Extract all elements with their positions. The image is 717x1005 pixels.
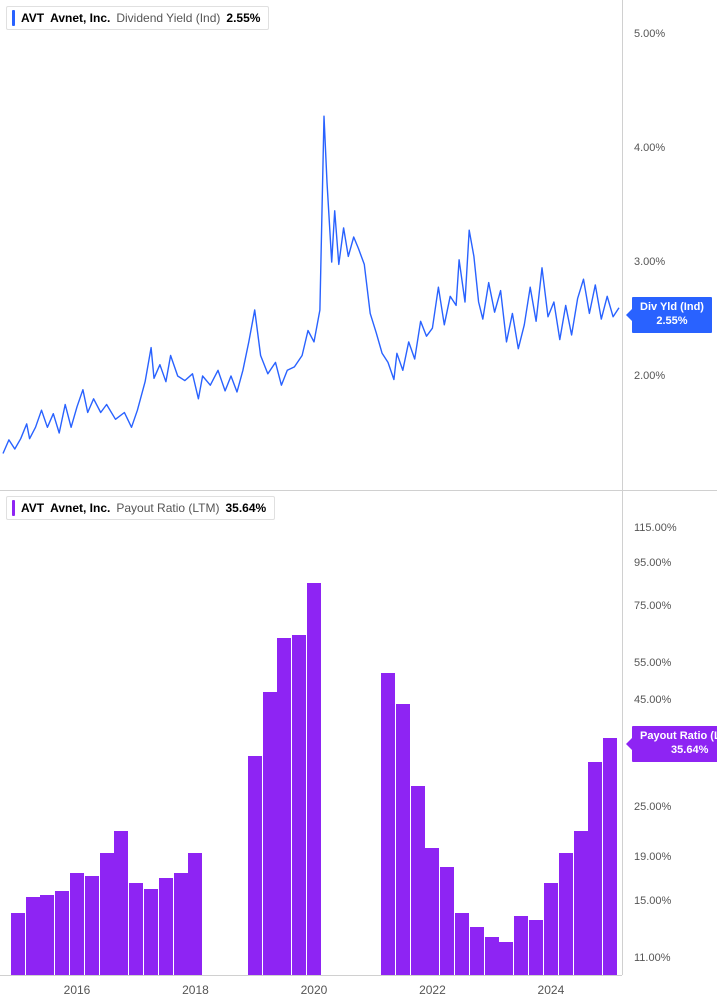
bar[interactable] — [85, 876, 99, 975]
y-tick: 75.00% — [634, 600, 671, 612]
bar[interactable] — [381, 673, 395, 975]
y-tick: 115.00% — [634, 522, 677, 534]
y-tick: 45.00% — [634, 694, 671, 706]
payout-ratio-panel: AVT Avnet, Inc. Payout Ratio (LTM) 35.64… — [0, 490, 717, 1005]
legend-ticker: AVT — [21, 11, 44, 25]
x-tick: 2024 — [538, 983, 565, 997]
x-tick: 2020 — [301, 983, 328, 997]
bar[interactable] — [499, 942, 513, 975]
x-tick: 2018 — [182, 983, 209, 997]
bar[interactable] — [588, 762, 602, 975]
y-tick: 4.00% — [634, 142, 665, 154]
bar[interactable] — [603, 738, 617, 975]
bar[interactable] — [159, 878, 173, 975]
bar[interactable] — [188, 853, 202, 975]
bar[interactable] — [396, 704, 410, 975]
bar[interactable] — [144, 889, 158, 975]
bar[interactable] — [129, 883, 143, 975]
y-tick: 55.00% — [634, 657, 671, 669]
bar[interactable] — [411, 786, 425, 975]
y-tick: 5.00% — [634, 28, 665, 40]
bar[interactable] — [70, 873, 84, 975]
y-tick: 2.00% — [634, 370, 665, 382]
bar[interactable] — [277, 638, 291, 975]
bar[interactable] — [174, 873, 188, 975]
legend-bottom[interactable]: AVT Avnet, Inc. Payout Ratio (LTM) 35.64… — [6, 496, 275, 520]
legend-value: 2.55% — [226, 11, 260, 25]
value-badge-payout: Payout Ratio (LTM) 35.64% — [632, 726, 717, 762]
bar[interactable] — [263, 692, 277, 975]
bar[interactable] — [559, 853, 573, 975]
y-tick: 15.00% — [634, 895, 671, 907]
bar[interactable] — [40, 895, 54, 975]
legend-company: Avnet, Inc. — [50, 501, 110, 515]
bar[interactable] — [100, 853, 114, 975]
bar[interactable] — [114, 831, 128, 975]
bar[interactable] — [440, 867, 454, 975]
line-chart-area[interactable] — [0, 0, 622, 490]
bar[interactable] — [11, 913, 25, 975]
axis-line-right-bottom — [622, 490, 623, 975]
bar[interactable] — [470, 927, 484, 975]
y-tick: 25.00% — [634, 801, 671, 813]
bar[interactable] — [55, 891, 69, 975]
bar[interactable] — [529, 920, 543, 975]
bar[interactable] — [307, 583, 321, 975]
y-tick: 3.00% — [634, 256, 665, 268]
legend-color-bar — [12, 10, 15, 26]
bar[interactable] — [248, 756, 262, 975]
bar[interactable] — [544, 883, 558, 975]
y-tick: 19.00% — [634, 851, 671, 863]
x-tick: 2022 — [419, 983, 446, 997]
bar[interactable] — [425, 848, 439, 975]
legend-top[interactable]: AVT Avnet, Inc. Dividend Yield (Ind) 2.5… — [6, 6, 269, 30]
legend-metric: Payout Ratio (LTM) — [116, 501, 219, 515]
value-badge-div-yld: Div Yld (Ind) 2.55% — [632, 297, 712, 333]
bar[interactable] — [485, 937, 499, 975]
bar[interactable] — [514, 916, 528, 975]
legend-metric: Dividend Yield (Ind) — [116, 11, 220, 25]
legend-company: Avnet, Inc. — [50, 11, 110, 25]
bar[interactable] — [292, 635, 306, 975]
axis-line-right-top — [622, 0, 623, 490]
legend-color-bar — [12, 500, 15, 516]
bar[interactable] — [26, 897, 40, 975]
legend-ticker: AVT — [21, 501, 44, 515]
bar-chart-area[interactable] — [0, 490, 622, 975]
bar[interactable] — [574, 831, 588, 975]
y-tick: 95.00% — [634, 557, 671, 569]
bar[interactable] — [455, 913, 469, 975]
y-tick: 11.00% — [634, 952, 671, 964]
badge-label: Div Yld (Ind) — [640, 301, 704, 315]
badge-value: 2.55% — [640, 315, 704, 329]
badge-value: 35.64% — [640, 744, 717, 758]
x-tick: 2016 — [64, 983, 91, 997]
x-axis: 2016 2018 2020 2022 2024 — [0, 975, 622, 1003]
badge-label: Payout Ratio (LTM) — [640, 730, 717, 744]
dividend-yield-panel: AVT Avnet, Inc. Dividend Yield (Ind) 2.5… — [0, 0, 717, 490]
legend-value: 35.64% — [226, 501, 267, 515]
